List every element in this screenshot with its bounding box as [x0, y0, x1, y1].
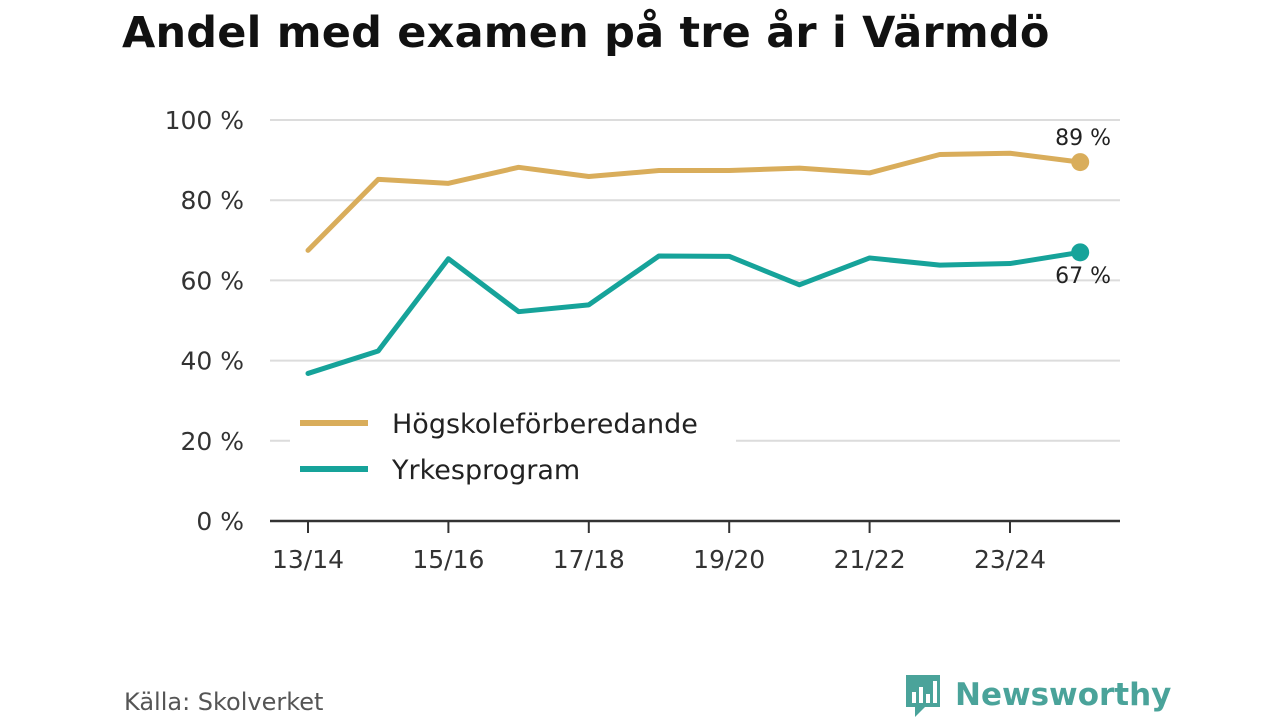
end-label-yrkes: 67 % — [1055, 264, 1111, 289]
y-tick-label-40: 40 % — [180, 347, 244, 376]
series-lines — [305, 150, 1090, 376]
y-tick-label-20: 20 % — [180, 427, 244, 456]
brand-name: Newsworthy — [955, 677, 1172, 713]
y-tick-label-80: 80 % — [180, 186, 244, 215]
x-tick-label-15-16: 15/16 — [412, 545, 484, 574]
x-tick-label-13-14: 13/14 — [272, 545, 344, 574]
x-tick-label-19-20: 19/20 — [693, 545, 765, 574]
end-marker-hogskole — [1071, 153, 1090, 172]
x-tick-label-17-18: 17/18 — [553, 545, 625, 574]
x-axis: 13/14 15/16 17/18 19/20 21/22 23/24 — [270, 519, 1120, 574]
x-tick-label-21-22: 21/22 — [834, 545, 906, 574]
x-tick-label-23-24: 23/24 — [974, 545, 1046, 574]
y-tick-label-100: 100 % — [165, 106, 244, 135]
end-labels: 89 % 67 % — [1055, 126, 1111, 289]
legend-label-yrkes: Yrkesprogram — [391, 455, 580, 486]
legend: Högskoleförberedande Yrkesprogram — [290, 398, 736, 494]
end-marker-yrkes — [1071, 243, 1090, 262]
end-label-hogskole: 89 % — [1055, 126, 1111, 151]
y-axis-tick-labels: 0 % 20 % 40 % 60 % 80 % 100 % — [165, 106, 244, 536]
source-note: Källa: Skolverket — [124, 688, 324, 716]
series-line-hogskole — [305, 150, 1083, 253]
newsworthy-brand: Newsworthy — [903, 672, 1171, 718]
chart-title: Andel med examen på tre år i Värmdö — [122, 8, 1050, 58]
y-tick-label-0: 0 % — [196, 507, 244, 536]
legend-label-hogskole: Högskoleförberedande — [392, 409, 698, 440]
series-line-yrkes — [305, 249, 1083, 376]
legend-background — [290, 398, 736, 494]
newsworthy-logo-icon — [906, 675, 940, 717]
y-tick-label-60: 60 % — [180, 266, 244, 295]
